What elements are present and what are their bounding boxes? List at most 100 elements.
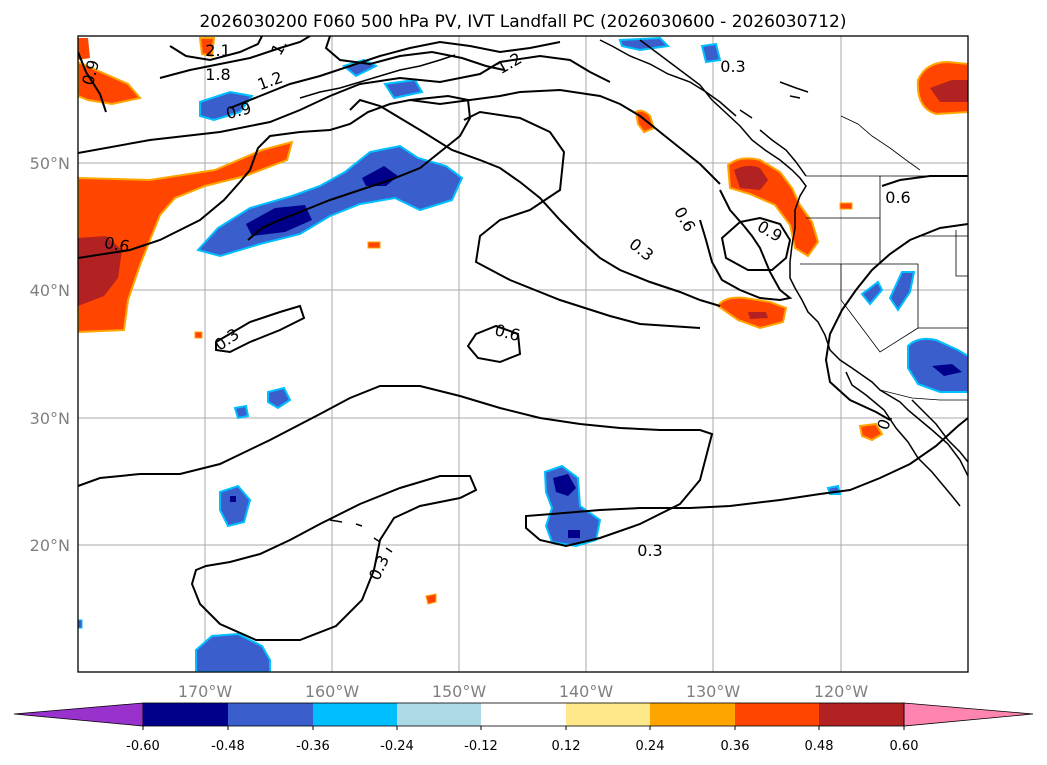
lon-label-140w: 140°W: [559, 682, 614, 701]
lat-label-40n: 40°N: [30, 281, 70, 300]
coastline-baja: [845, 371, 961, 507]
coastline-gulf: [911, 399, 968, 463]
island-vancouver: [759, 129, 807, 177]
colorbar-extend-high: [903, 702, 1034, 727]
figure-title: 2026030200 F060 500 hPa PV, IVT Landfall…: [199, 12, 846, 32]
coastline-north-america: [639, 39, 968, 477]
contour-0.6-loop: [463, 110, 701, 329]
cb-tick-label: -0.60: [126, 739, 160, 754]
anomaly-mid-3-core: [230, 496, 236, 502]
colorbar-bin-6: [566, 703, 650, 726]
anomaly-small-3: [367, 241, 381, 249]
colorbar-frame: [142, 702, 905, 727]
contour-0.9-coast: [720, 216, 792, 271]
cb-tick-label: 0.60: [890, 739, 919, 754]
lon-label-130w: 130°W: [686, 682, 741, 701]
lon-label-160w: 160°W: [305, 682, 360, 701]
coastlines: [299, 39, 968, 553]
contour-1.2-north: [229, 40, 561, 109]
map-panel: 2.1 1.8 1.2 1.2 1. 0.9 0.9 0.3 0.6 0.6 0…: [77, 35, 969, 673]
border-states-3: [880, 263, 968, 329]
border-states-4: [840, 264, 919, 353]
contour-label-8: 0.3: [720, 57, 745, 76]
contour-label-2: 1.8: [205, 65, 230, 84]
contours: [78, 36, 968, 641]
anomaly-coast-south-core: [748, 312, 768, 319]
islands-hawaii: [329, 519, 393, 553]
anomaly-small-5: [194, 331, 203, 339]
anomaly-east-1-core: [932, 364, 962, 376]
contour-label-18: 0.: [873, 412, 896, 433]
contour-label-9: 0.6: [103, 233, 131, 256]
colorbar-bin-9: [819, 703, 904, 726]
colorbar-ticks: [142, 726, 905, 730]
cb-tick-label: 0.24: [636, 739, 665, 754]
longitude-labels: 170°W 160°W 150°W 140°W 130°W 120°W: [178, 682, 869, 701]
map-frame: [77, 35, 969, 673]
colorbar: -0.60 -0.48 -0.36 -0.24 -0.12 0.12 0.24 …: [13, 702, 1034, 754]
contour-0.3-south: [78, 385, 968, 548]
anomaly-southeast-core2: [568, 530, 580, 538]
anomaly-east-3: [860, 280, 884, 306]
contour-right-side: [824, 223, 968, 421]
colorbar-bin-2: [228, 703, 313, 726]
contour-label-16: 0.3: [637, 541, 662, 560]
anomaly-nw-corner: [78, 60, 142, 106]
gridlines: [78, 36, 968, 672]
map-background: [78, 36, 968, 672]
anomaly-north-1: [199, 90, 254, 122]
contour-0.6-mid: [466, 324, 522, 364]
anomaly-south-1: [195, 632, 271, 672]
anomaly-small-2: [858, 422, 884, 442]
contour-0.3-big: [349, 98, 721, 307]
contour-left-1: [78, 51, 107, 113]
cb-tick-label: -0.36: [296, 739, 330, 754]
cb-tick-label: 0.36: [721, 739, 750, 754]
colorbar-bin-4: [397, 703, 481, 726]
anomaly-small-neg: [78, 619, 83, 629]
anomaly-nw-strip: [198, 37, 216, 58]
contour-0.9-north: [78, 54, 611, 154]
lon-label-150w: 150°W: [432, 682, 487, 701]
border-alaska-canada: [840, 115, 921, 171]
colorbar-extend-low: [13, 702, 144, 727]
anomaly-mid-1: [267, 386, 292, 410]
anomaly-north-4: [618, 36, 671, 52]
cb-tick-label: -0.48: [211, 739, 245, 754]
colorbar-bin-8: [735, 703, 819, 726]
lat-label-30n: 30°N: [30, 409, 70, 428]
border-us-mexico: [879, 389, 968, 401]
anomaly-small-6: [839, 202, 853, 210]
colorbar-bin-3: [313, 703, 397, 726]
anomaly-north-5: [700, 42, 722, 64]
cb-tick-label: -0.12: [464, 739, 498, 754]
anomaly-coast-north-core: [734, 165, 768, 190]
islands-coast-fragments: [739, 81, 809, 119]
contour-2.1: [169, 36, 263, 62]
anomaly-nw-corner2: [78, 38, 90, 60]
cb-tick-label: -0.24: [380, 739, 414, 754]
contour-central-mid: [78, 88, 721, 259]
anomaly-east-2: [888, 271, 916, 312]
anomaly-mid-3: [219, 484, 252, 528]
anomaly-mid-2: [233, 404, 250, 420]
contour-right-0.6: [881, 175, 968, 187]
contour-0.3-west: [215, 304, 306, 354]
islands-north: [299, 54, 456, 99]
lat-label-20n: 20°N: [30, 536, 70, 555]
latitude-labels: 50°N 40°N 30°N 20°N: [30, 154, 70, 555]
contour-1.8: [159, 36, 311, 79]
border-states-6: [955, 230, 968, 277]
contour-0.6-coast: [699, 189, 793, 302]
contour-top-loop: [324, 36, 505, 71]
colorbar-bin-5: [481, 703, 566, 726]
contour-label-1: 2.1: [205, 41, 230, 60]
anomaly-ne-core: [930, 80, 968, 102]
anomaly-west-positive: [78, 140, 294, 334]
lon-label-120w: 120°W: [814, 682, 869, 701]
islands-alaska: [599, 39, 737, 117]
contour-label-12: 0.6: [885, 188, 910, 207]
contour-0.3-hawaii: [190, 475, 478, 641]
positive-anomalies: [78, 37, 968, 605]
